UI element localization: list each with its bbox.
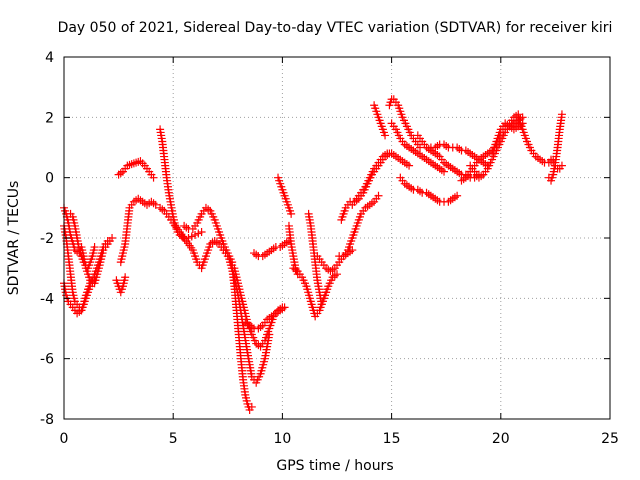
y-tick-label: -2 [40,231,54,247]
series-pass-08 [156,125,206,242]
y-tick-label: -4 [40,291,54,307]
series-pass-16 [274,173,296,218]
data-point [287,209,296,218]
series-pass-04 [66,209,99,273]
series-pass-34 [544,110,566,185]
data-point [204,205,213,214]
grid-lines [64,57,610,419]
data-point [149,173,158,182]
data-point [158,205,167,214]
y-tick-label: -8 [40,412,54,428]
x-axis-label: GPS time / hours [276,458,393,474]
series-pass-10 [180,203,237,267]
data-point [330,271,339,280]
data-point [187,232,196,241]
series-pass-23 [348,149,414,209]
data-point [108,234,117,242]
y-axis-label: SDTVAR / TECUs [6,181,22,296]
data-point [405,161,414,170]
data-point [191,230,200,239]
data-point [322,288,331,297]
series-pass-35 [547,155,566,173]
data-point [280,303,289,312]
data-point [121,273,130,282]
data-point [453,191,462,200]
data-point [149,199,158,208]
y-tick-label: 4 [45,50,54,66]
series-pass-27 [396,173,462,206]
series-pass-07 [116,194,160,267]
series-pass-24 [370,101,390,140]
series-pass-06 [114,157,158,182]
series-pass-19 [304,209,331,309]
series-pass-33 [514,113,558,167]
axis-tick-labels: 0 5 10 15 20 25 -8 -6 -4 -2 0 2 4 [40,50,619,447]
x-tick-label: 15 [383,431,401,447]
x-tick-label: 10 [273,431,291,447]
data-point [182,223,191,232]
series-pass-05 [112,273,130,297]
data-point [442,141,451,150]
data-point [247,402,256,411]
x-tick-label: 25 [601,431,619,447]
data-point [197,227,206,236]
data-point [381,151,390,160]
data-point [90,243,99,252]
data-point [557,110,566,119]
data-point [433,141,442,150]
data-points [60,95,566,414]
data-point [381,131,390,140]
data-point [194,229,203,238]
data-point [254,341,263,350]
series-pass-15 [250,237,293,261]
series-pass-03 [60,276,99,318]
chart-title: Day 050 of 2021, Sidereal Day-to-day VTE… [58,20,613,36]
data-point [256,322,265,331]
data-point [455,145,464,154]
x-tick-label: 0 [60,431,69,447]
data-point [291,265,300,274]
axis-ticks [63,56,611,420]
data-point [440,167,449,176]
series-pass-14 [241,303,289,333]
y-tick-label: 0 [45,171,54,187]
data-point [374,191,383,200]
data-point [333,270,341,279]
data-point [116,169,125,178]
series-pass-32 [488,119,527,158]
data-point [328,265,337,274]
data-point [103,237,112,246]
data-point [415,187,424,196]
data-point [557,161,566,170]
x-tick-label: 20 [492,431,510,447]
series-pass-26 [387,119,449,176]
data-point [477,172,486,181]
series-pass-13 [230,264,287,351]
data-point [212,238,221,247]
data-point [90,276,99,285]
data-point [151,200,160,209]
series-pass-21 [335,191,383,261]
y-tick-label: -6 [40,352,54,368]
y-tick-label: 2 [45,110,54,126]
x-tick-label: 5 [169,431,178,447]
data-point [252,250,261,259]
